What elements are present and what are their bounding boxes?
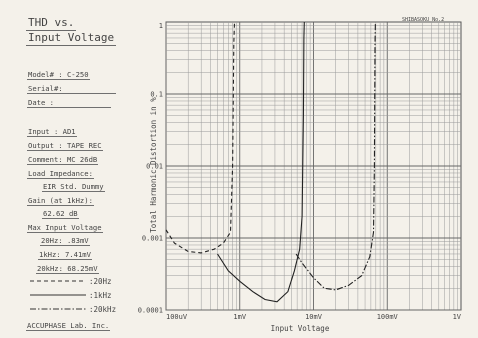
info-panel: THD vs. Input Voltage Model# : C-250 Ser…	[0, 0, 150, 338]
x-tick-label: 1V	[453, 313, 462, 321]
y-tick-label: 1	[159, 22, 163, 30]
y-tick-label: 0.001	[142, 235, 163, 243]
y-tick-label: 0.0001	[138, 307, 163, 315]
legend-1khz-label: :1kHz	[89, 291, 112, 300]
gain-value: 62.62 dB	[42, 209, 79, 219]
y-tick-label: 0.1	[150, 91, 163, 99]
legend: :20Hz :1kHz :20kHz	[30, 277, 116, 314]
x-tick-label: 1mV	[233, 313, 246, 321]
max-20hz: 20Hz: .83mV	[40, 236, 90, 246]
series-line-3	[295, 21, 376, 291]
max-1khz: 1kHz: 7.41mV	[38, 250, 92, 260]
x-tick-label: 100uV	[166, 313, 188, 321]
load-label: Load Impedance:	[27, 169, 94, 179]
footer-company: ACCUPHASE Lab. Inc.	[26, 321, 111, 331]
max-input-label: Max Input Voltage	[27, 223, 103, 233]
serial-field: Serial#:	[27, 84, 64, 94]
load-value: EIR Std. Dummy	[42, 182, 105, 192]
x-tick-label: 100mV	[377, 313, 399, 321]
series-line-2	[217, 21, 305, 303]
input-field: Input : AD1	[27, 127, 77, 137]
legend-20hz-label: :20Hz	[89, 277, 112, 286]
chart-grid	[165, 21, 462, 311]
chart-curves	[165, 21, 376, 303]
max-20khz: 20kHz: 68.25mV	[36, 264, 99, 274]
gain-label: Gain (at 1kHz):	[27, 196, 94, 206]
chart-ticks: 100uV 1mV 10mV 100mV 1V 1 0.1 0.01 0.001 0.0001	[138, 22, 462, 321]
series-line-1	[165, 21, 236, 254]
date-field: Date :	[27, 98, 55, 108]
x-tick-label: 10mV	[305, 313, 323, 321]
x-axis-label: Input Voltage	[271, 324, 330, 333]
sheet-title: THD vs. Input Voltage	[26, 16, 117, 46]
title-line-2: Input Voltage	[26, 31, 117, 46]
model-field: Model# : C-250	[27, 70, 90, 80]
legend-20khz-label: :20kHz	[89, 305, 116, 314]
y-tick-label: 0.01	[146, 163, 163, 171]
y-axis-label: Total Harmonic Distortion in %	[149, 97, 158, 233]
comment-field: Comment: MC 26dB	[27, 155, 99, 165]
corner-mark: SHIBASOKU No.2	[402, 17, 444, 23]
output-field: Output : TAPE REC	[27, 141, 103, 151]
